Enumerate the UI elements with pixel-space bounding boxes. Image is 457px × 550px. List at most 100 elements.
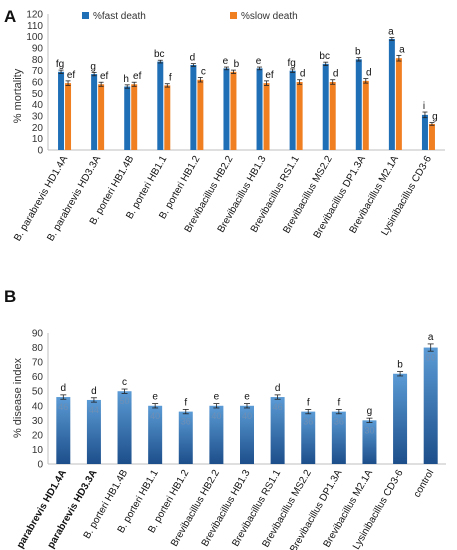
significance-letter-slow-death: c bbox=[201, 66, 206, 77]
error-bar-disease-index-b-parabrevis-hd1-4a bbox=[60, 394, 67, 400]
panel-b-disease-index-chart: B % disease index 0 10 20 30 40 50 60 70 80 90 d 4… bbox=[4, 287, 446, 550]
bar-slow-death-brevibacillus-m2-1a bbox=[395, 58, 402, 151]
error-bar-disease-index-brevibacillus-hb1-3 bbox=[244, 403, 250, 409]
significance-letter-fast-death: i bbox=[423, 101, 425, 112]
bar-disease-index-b-porteri-hb1-1 bbox=[148, 405, 163, 464]
panel-a-y-tick-label: 120 bbox=[26, 10, 43, 21]
error-bar-disease-index-b-porteri-hb1-2 bbox=[182, 409, 189, 415]
bar-value-label: 40 bbox=[211, 411, 221, 421]
significance-letter-slow-death: ef bbox=[265, 70, 274, 81]
error-bar-disease-index-brevibacillus-ms2-2 bbox=[305, 409, 312, 415]
panel-b-y-tick-label: 20 bbox=[32, 430, 44, 441]
significance-letter-slow-death: d bbox=[333, 69, 339, 80]
significance-letter-fast-death: bc bbox=[154, 49, 165, 60]
error-bar-slow-death-b-parabrevis-hd3-3a bbox=[98, 81, 104, 87]
bar-value-label: 50 bbox=[120, 396, 130, 406]
panel-b-category-labels: B. parabrevis HD1.4AB. parabrevis HD3.3A… bbox=[9, 468, 437, 550]
panel-a-y-tick-label: 40 bbox=[32, 100, 44, 111]
x-tick-label-control: control bbox=[412, 468, 437, 499]
panel-a-y-tick-label: 90 bbox=[32, 44, 44, 55]
panel-b-y-tick-label: 0 bbox=[37, 460, 43, 471]
significance-letter-fast-death: h bbox=[123, 74, 129, 85]
error-bar-slow-death-brevibacillus-dp1-3a bbox=[363, 78, 369, 84]
bar-fast-death-b-parabrevis-hd3-3a bbox=[91, 74, 98, 150]
panel-a-y-tick-label: 80 bbox=[32, 55, 44, 66]
bar-fast-death-brevibacillus-ms2-2 bbox=[322, 63, 329, 150]
significance-letter-disease-index: e bbox=[244, 392, 250, 403]
error-bar-fast-death-b-porteri-hb1-2 bbox=[190, 63, 196, 67]
panel-b-y-axis-label: % disease index bbox=[12, 357, 24, 438]
bar-slow-death-brevibacillus-dp1-3a bbox=[362, 80, 369, 150]
bar-disease-index-b-porteri-hb1-4b bbox=[117, 391, 132, 464]
panel-b-y-tick-label: 70 bbox=[32, 358, 44, 369]
bar-slow-death-brevibacillus-ms2-2 bbox=[329, 82, 336, 150]
bar-slow-death-lysinibacillus-cd3-6 bbox=[428, 123, 435, 150]
significance-letter-fast-death: a bbox=[388, 27, 394, 38]
panel-a-y-tick-label: 10 bbox=[32, 134, 44, 145]
bar-slow-death-brevibacillus-hb1-3 bbox=[263, 83, 270, 150]
panel-a-y-tick-label: 110 bbox=[27, 21, 43, 32]
bar-value-label: 36 bbox=[303, 417, 313, 427]
bar-fast-death-brevibacillus-rs1-1 bbox=[289, 70, 296, 150]
bar-slow-death-b-parabrevis-hd3-3a bbox=[98, 84, 105, 150]
significance-letter-disease-index: e bbox=[214, 392, 220, 403]
panel-a-legend: %fast death %slow death bbox=[82, 11, 298, 22]
panel-b-y-tick-label: 40 bbox=[32, 401, 44, 412]
legend-label-slow-death: %slow death bbox=[241, 11, 298, 22]
significance-letter-fast-death: g bbox=[90, 61, 96, 72]
error-bar-fast-death-brevibacillus-m2-1a bbox=[389, 37, 395, 41]
panel-a-category-labels: B. parabrevis HD1.4AB. parabrevis HD3.3A… bbox=[12, 154, 434, 244]
error-bar-disease-index-brevibacillus-hb2-2 bbox=[213, 403, 220, 409]
panel-a-y-tick-label: 50 bbox=[32, 89, 44, 100]
panel-a-mortality-chart: A % mortality %fast death %slow death 01… bbox=[4, 7, 445, 243]
bar-disease-index-b-porteri-hb1-2 bbox=[178, 411, 193, 464]
significance-letter-fast-death: fg bbox=[56, 59, 64, 70]
bar-disease-index-control bbox=[423, 347, 438, 464]
significance-letter-slow-death: ef bbox=[133, 71, 142, 82]
error-bar-fast-death-brevibacillus-ms2-2 bbox=[323, 61, 329, 66]
panel-a-y-tick-label: 20 bbox=[32, 123, 44, 134]
bar-fast-death-brevibacillus-m2-1a bbox=[388, 38, 395, 150]
significance-letter-slow-death: ef bbox=[67, 70, 76, 81]
panel-b-y-tick-label: 80 bbox=[32, 343, 44, 354]
error-bar-fast-death-lysinibacillus-cd3-6 bbox=[422, 111, 428, 119]
error-bar-fast-death-brevibacillus-rs1-1 bbox=[290, 68, 296, 73]
panel-b-label: B bbox=[4, 287, 16, 306]
bar-disease-index-brevibacillus-hb1-3 bbox=[240, 405, 254, 464]
error-bar-slow-death-brevibacillus-rs1-1 bbox=[297, 79, 303, 85]
panel-a-y-tick-label: 100 bbox=[26, 32, 43, 43]
bar-fast-death-b-porteri-hb1-4b bbox=[124, 86, 131, 150]
bar-disease-index-lysinibacillus-cd3-6 bbox=[393, 373, 408, 464]
significance-letter-slow-death: b bbox=[234, 59, 240, 70]
significance-letter-disease-index: d bbox=[61, 383, 67, 394]
bar-disease-index-brevibacillus-m2-1a bbox=[362, 420, 377, 464]
significance-letter-fast-death: fg bbox=[287, 58, 295, 69]
bar-slow-death-b-parabrevis-hd1-4a bbox=[65, 83, 72, 150]
significance-letter-disease-index: f bbox=[307, 397, 310, 408]
error-bar-fast-death-b-porteri-hb1-1 bbox=[157, 59, 163, 64]
error-bar-fast-death-b-parabrevis-hd3-3a bbox=[91, 71, 97, 77]
significance-letter-slow-death: g bbox=[432, 112, 438, 123]
significance-letter-disease-index: b bbox=[397, 360, 403, 371]
significance-letter-disease-index: c bbox=[122, 377, 127, 388]
bar-slow-death-b-porteri-hb1-4b bbox=[131, 84, 138, 150]
bar-slow-death-b-porteri-hb1-2 bbox=[197, 79, 204, 150]
bar-disease-index-brevibacillus-dp1-3a bbox=[331, 411, 346, 464]
bar-value-label: 36 bbox=[334, 417, 344, 427]
significance-letter-disease-index: e bbox=[152, 392, 158, 403]
bar-disease-index-b-parabrevis-hd3-3a bbox=[86, 399, 101, 464]
bar-value-label: 44 bbox=[89, 405, 99, 415]
significance-letter-slow-death: d bbox=[300, 69, 306, 80]
significance-letter-fast-death: bc bbox=[319, 51, 330, 62]
panel-a-label: A bbox=[4, 7, 16, 26]
bar-disease-index-brevibacillus-ms2-2 bbox=[301, 411, 316, 464]
significance-letter-slow-death: f bbox=[169, 73, 172, 84]
bar-slow-death-brevibacillus-hb2-2 bbox=[230, 71, 237, 150]
panel-b-y-tick-label: 50 bbox=[32, 387, 44, 398]
panel-a-y-axis-label: % mortality bbox=[12, 68, 24, 123]
error-bar-disease-index-brevibacillus-m2-1a bbox=[366, 417, 373, 423]
error-bar-disease-index-brevibacillus-rs1-1 bbox=[274, 394, 281, 400]
bar-value-label: 46 bbox=[58, 402, 68, 412]
